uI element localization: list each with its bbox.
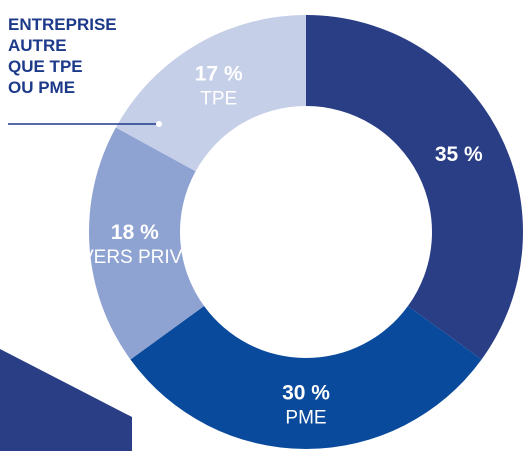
slice-value-label: 17 % TPE: [195, 62, 243, 109]
slices-group: [88, 15, 523, 450]
slice-labels-group: 35 % 30 % PME 18 % DIVERS PRIVÉS 17 % TPE: [62, 62, 483, 428]
donut-slice: [306, 15, 523, 360]
callout-label: ENTREPRISE AUTRE QUE TPE OU PME: [8, 15, 117, 97]
donut-slice: [130, 306, 482, 450]
slice-value-label: 30 % PME: [282, 382, 330, 429]
donut-slice: [115, 15, 306, 172]
callout-leader-dot: [156, 121, 162, 127]
slice-value-label: 18 % DIVERS PRIVÉS: [62, 221, 208, 268]
slice-value-label: 35 %: [435, 143, 483, 166]
callout-group: ENTREPRISE AUTRE QUE TPE OU PME: [8, 15, 162, 127]
donut-slice: [88, 127, 205, 360]
decorative-corner-band: [0, 349, 132, 451]
